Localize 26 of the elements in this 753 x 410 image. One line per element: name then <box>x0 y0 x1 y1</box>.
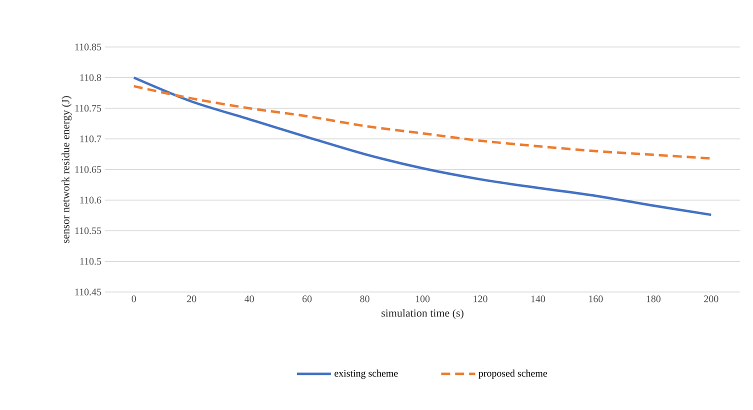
y-tick-label: 110.75 <box>75 104 102 112</box>
y-axis-title: sensor network residue energy (J) <box>62 96 72 243</box>
y-tick-label: 110.65 <box>75 166 102 173</box>
y-tick-label: 110.85 <box>75 44 102 50</box>
x-axis-title: simulation time (s) <box>382 309 464 320</box>
x-tick-label: 200 <box>704 296 718 302</box>
legend-label: existing scheme <box>334 370 398 379</box>
line-series <box>132 84 712 160</box>
x-tick-label: 60 <box>302 296 312 302</box>
x-tick-label: 40 <box>244 296 254 302</box>
line-series <box>132 76 712 216</box>
x-tick-label: 100 <box>416 296 430 302</box>
y-tick-label: 110.55 <box>75 227 102 234</box>
y-tick-label: 110.6 <box>80 196 102 204</box>
y-tick-label: 110.7 <box>80 135 102 142</box>
x-tick-label: 120 <box>474 296 488 302</box>
y-tick-label: 110.45 <box>75 288 102 296</box>
x-tick-label: 180 <box>646 296 661 302</box>
x-tick-label: 160 <box>589 296 603 302</box>
y-tick-label: 110.8 <box>80 74 102 82</box>
x-tick-label: 20 <box>187 296 196 302</box>
x-tick-label: 80 <box>360 296 370 302</box>
legend-label: proposed scheme <box>478 370 547 379</box>
x-tick-label: 0 <box>132 296 136 302</box>
y-tick-label: 110.5 <box>80 258 102 265</box>
x-tick-label: 140 <box>531 296 546 302</box>
